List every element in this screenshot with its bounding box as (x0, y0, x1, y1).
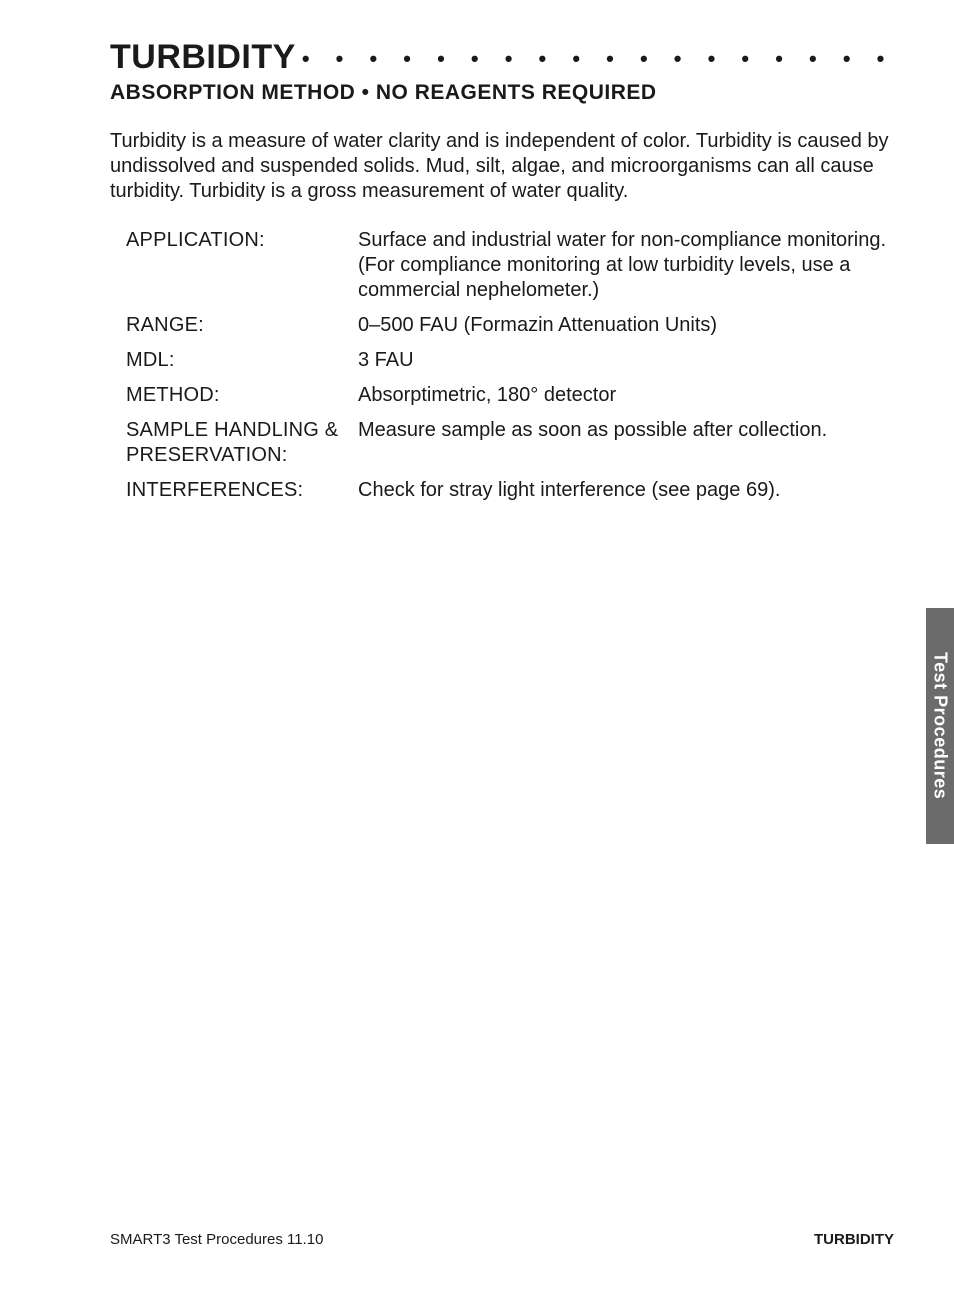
spec-label: SAMPLE HANDLING & PRESERVATION: (126, 418, 358, 468)
footer-left: SMART3 Test Procedures 11.10 (110, 1231, 323, 1248)
spec-value: 0–500 FAU (Formazin Attenuation Units) (358, 313, 894, 338)
side-tab-label: Test Procedures (930, 652, 951, 799)
title-dots: • • • • • • • • • • • • • • • • • • • • … (302, 48, 894, 70)
spec-row: INTERFERENCES: Check for stray light int… (126, 478, 894, 503)
spec-value: Absorptimetric, 180° detector (358, 383, 894, 408)
spec-label: MDL: (126, 348, 358, 373)
page-footer: SMART3 Test Procedures 11.10 TURBIDITY (110, 1231, 894, 1248)
spec-table: APPLICATION: Surface and industrial wate… (110, 228, 894, 503)
spec-value: Surface and industrial water for non-com… (358, 228, 894, 303)
spec-value: Check for stray light interference (see … (358, 478, 894, 503)
intro-paragraph: Turbidity is a measure of water clarity … (110, 129, 894, 204)
spec-row: MDL: 3 FAU (126, 348, 894, 373)
spec-row: RANGE: 0–500 FAU (Formazin Attenuation U… (126, 313, 894, 338)
spec-row: METHOD: Absorptimetric, 180° detector (126, 383, 894, 408)
title-row: TURBIDITY • • • • • • • • • • • • • • • … (110, 38, 894, 77)
spec-row: SAMPLE HANDLING & PRESERVATION: Measure … (126, 418, 894, 468)
spec-label: METHOD: (126, 383, 358, 408)
side-tab: Test Procedures (926, 608, 954, 844)
spec-label: APPLICATION: (126, 228, 358, 303)
page-subtitle: ABSORPTION METHOD • NO REAGENTS REQUIRED (110, 81, 894, 105)
page-title: TURBIDITY (110, 38, 296, 77)
footer-right: TURBIDITY (814, 1231, 894, 1248)
spec-row: APPLICATION: Surface and industrial wate… (126, 228, 894, 303)
spec-label: INTERFERENCES: (126, 478, 358, 503)
spec-value: Measure sample as soon as possible after… (358, 418, 894, 468)
spec-value: 3 FAU (358, 348, 894, 373)
spec-label: RANGE: (126, 313, 358, 338)
page-content: TURBIDITY • • • • • • • • • • • • • • • … (0, 0, 954, 503)
